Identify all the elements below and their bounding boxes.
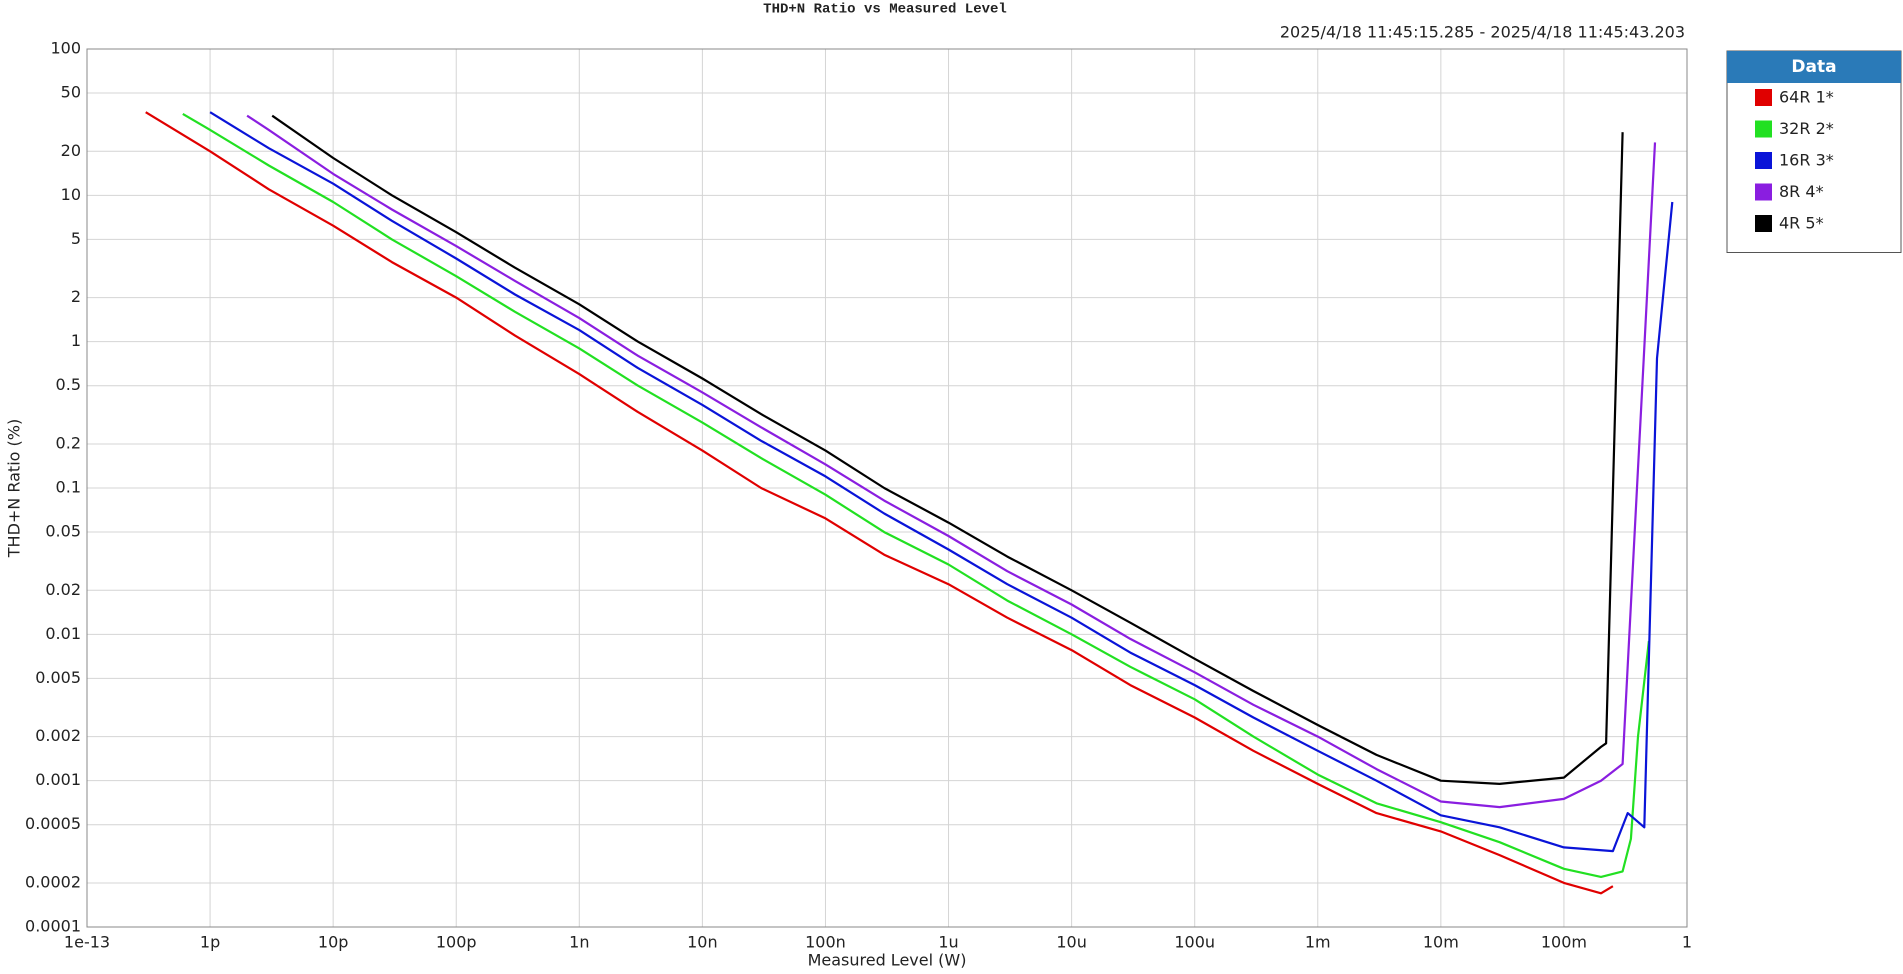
x-tick-label: 1n bbox=[569, 933, 589, 952]
legend-label: 8R 4* bbox=[1779, 182, 1824, 201]
y-tick-label: 2 bbox=[71, 287, 81, 306]
legend-swatch bbox=[1755, 120, 1772, 138]
y-tick-label: 0.0001 bbox=[25, 917, 81, 936]
legend-swatch bbox=[1755, 152, 1772, 169]
y-tick-label: 0.1 bbox=[56, 478, 81, 497]
legend-label: 4R 5* bbox=[1779, 214, 1824, 233]
x-tick-label: 10p bbox=[318, 933, 349, 952]
x-tick-label: 10m bbox=[1423, 933, 1459, 952]
y-tick-label: 0.0005 bbox=[25, 814, 81, 833]
legend-swatch bbox=[1755, 89, 1772, 106]
data-line bbox=[145, 111, 1614, 895]
y-tick-label: 50 bbox=[61, 83, 81, 102]
y-tick-label: 0.0002 bbox=[25, 872, 81, 891]
y-tick-label: 5 bbox=[71, 229, 81, 248]
x-tick-label: 1e-13 bbox=[64, 933, 110, 952]
y-tick-label: 20 bbox=[61, 141, 81, 160]
x-tick-label: 100n bbox=[805, 933, 846, 952]
legend-swatch bbox=[1755, 183, 1772, 201]
legend-label: 16R 3* bbox=[1779, 151, 1834, 170]
y-tick-label: 0.002 bbox=[35, 726, 81, 745]
plot-frame bbox=[86, 48, 1688, 928]
legend-header bbox=[1727, 51, 1901, 83]
y-tick-label: 0.02 bbox=[45, 580, 81, 599]
y-tick-label: 0.005 bbox=[35, 668, 81, 687]
data-line bbox=[246, 114, 1657, 809]
x-tick-label: 1m bbox=[1305, 933, 1331, 952]
legend-label: 32R 2* bbox=[1779, 119, 1834, 138]
data-line bbox=[182, 112, 1650, 878]
x-tick-label: 1p bbox=[200, 933, 220, 952]
x-axis-label: Measured Level (W) bbox=[808, 951, 967, 970]
chart-subtitle: 2025/4/18 11:45:15.285 - 2025/4/18 11:45… bbox=[1280, 23, 1685, 42]
data-line bbox=[271, 114, 1624, 785]
y-tick-label: 0.5 bbox=[56, 375, 81, 394]
data-line bbox=[209, 111, 1674, 853]
y-tick-label: 0.05 bbox=[45, 522, 81, 541]
y-tick-label: 0.01 bbox=[45, 624, 81, 643]
y-tick-label: 1 bbox=[71, 331, 81, 350]
x-tick-label: 10u bbox=[1056, 933, 1087, 952]
legend-label: 64R 1* bbox=[1779, 88, 1834, 107]
x-tick-label: 1u bbox=[938, 933, 958, 952]
y-axis-label: THD+N Ratio (%) bbox=[5, 419, 24, 558]
y-tick-label: 100 bbox=[50, 39, 81, 58]
x-tick-label: 1 bbox=[1682, 933, 1692, 952]
chart-title: THD+N Ratio vs Measured Level bbox=[763, 2, 1007, 18]
x-tick-label: 10n bbox=[687, 933, 718, 952]
legend-swatch bbox=[1755, 215, 1772, 232]
x-tick-label: 100p bbox=[436, 933, 477, 952]
y-tick-label: 0.001 bbox=[35, 770, 81, 789]
legend-title: Data bbox=[1791, 57, 1836, 77]
y-tick-label: 0.2 bbox=[56, 433, 81, 452]
x-tick-label: 100m bbox=[1541, 933, 1587, 952]
y-tick-label: 10 bbox=[61, 185, 81, 204]
x-tick-label: 100u bbox=[1174, 933, 1215, 952]
